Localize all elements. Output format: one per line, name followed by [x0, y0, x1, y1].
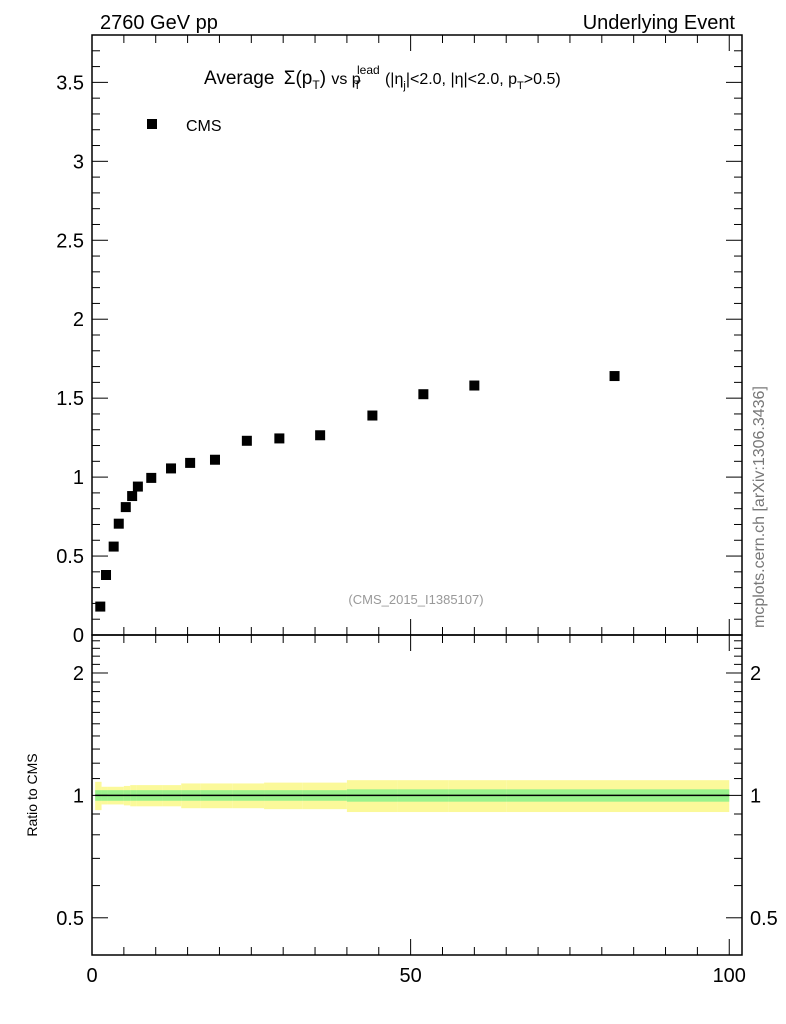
y-tick-label: 0.5 [56, 546, 84, 568]
y-tick-label: 0 [73, 625, 84, 647]
legend-label-cms: CMS [186, 118, 222, 135]
data-point-cms [418, 389, 429, 400]
data-point-cms [209, 454, 220, 465]
data-point-cms [185, 457, 196, 468]
data-point-cms [127, 491, 138, 502]
ratio-ylabel: Ratio to CMS [24, 753, 40, 836]
chart-title: Average Σ(pT) vs pTlead (|ηj|<2.0, |η|<2… [204, 58, 561, 92]
data-point-cms [120, 502, 131, 513]
data-point-cms [146, 472, 157, 483]
y-tick-label: 2 [73, 309, 84, 331]
y-tick-label: 1 [73, 467, 84, 489]
y-tick-label: 1.5 [56, 388, 84, 410]
analysis-label: (CMS_2015_I1385107) [348, 592, 483, 607]
ratio-y-tick-label: 0.5 [56, 908, 84, 930]
data-point-cms [609, 371, 620, 382]
data-point-cms [95, 601, 106, 612]
y-tick-label: 3.5 [56, 72, 84, 94]
y-tick-label: 3 [73, 151, 84, 173]
y-tick-label: 2.5 [56, 230, 84, 252]
data-point-cms [315, 430, 326, 441]
ratio-y-tick-label-right: 2 [750, 663, 761, 685]
side-label: mcplots.cern.ch [arXiv:1306.3436] [751, 386, 768, 628]
x-tick-label: 0 [86, 965, 97, 987]
data-point-cms [108, 541, 119, 552]
header-right: Underlying Event [583, 12, 736, 34]
data-point-cms [132, 481, 143, 492]
data-point-cms [241, 435, 252, 446]
data-point-cms [101, 570, 112, 580]
ratio-y-tick-label-right: 1 [750, 785, 761, 807]
ratio-y-tick-label: 1 [73, 785, 84, 807]
data-point-cms [469, 380, 480, 391]
x-tick-label: 50 [400, 965, 422, 987]
ratio-y-tick-label: 2 [73, 663, 84, 685]
data-point-cms [367, 410, 378, 421]
data-point-cms [274, 433, 285, 444]
data-point-cms [166, 463, 177, 474]
header-left: 2760 GeV pp [100, 12, 218, 34]
x-tick-label: 100 [713, 965, 746, 987]
data-point-cms [113, 518, 124, 529]
ratio-y-tick-label-right: 0.5 [750, 908, 778, 930]
legend-marker-cms [147, 119, 157, 129]
